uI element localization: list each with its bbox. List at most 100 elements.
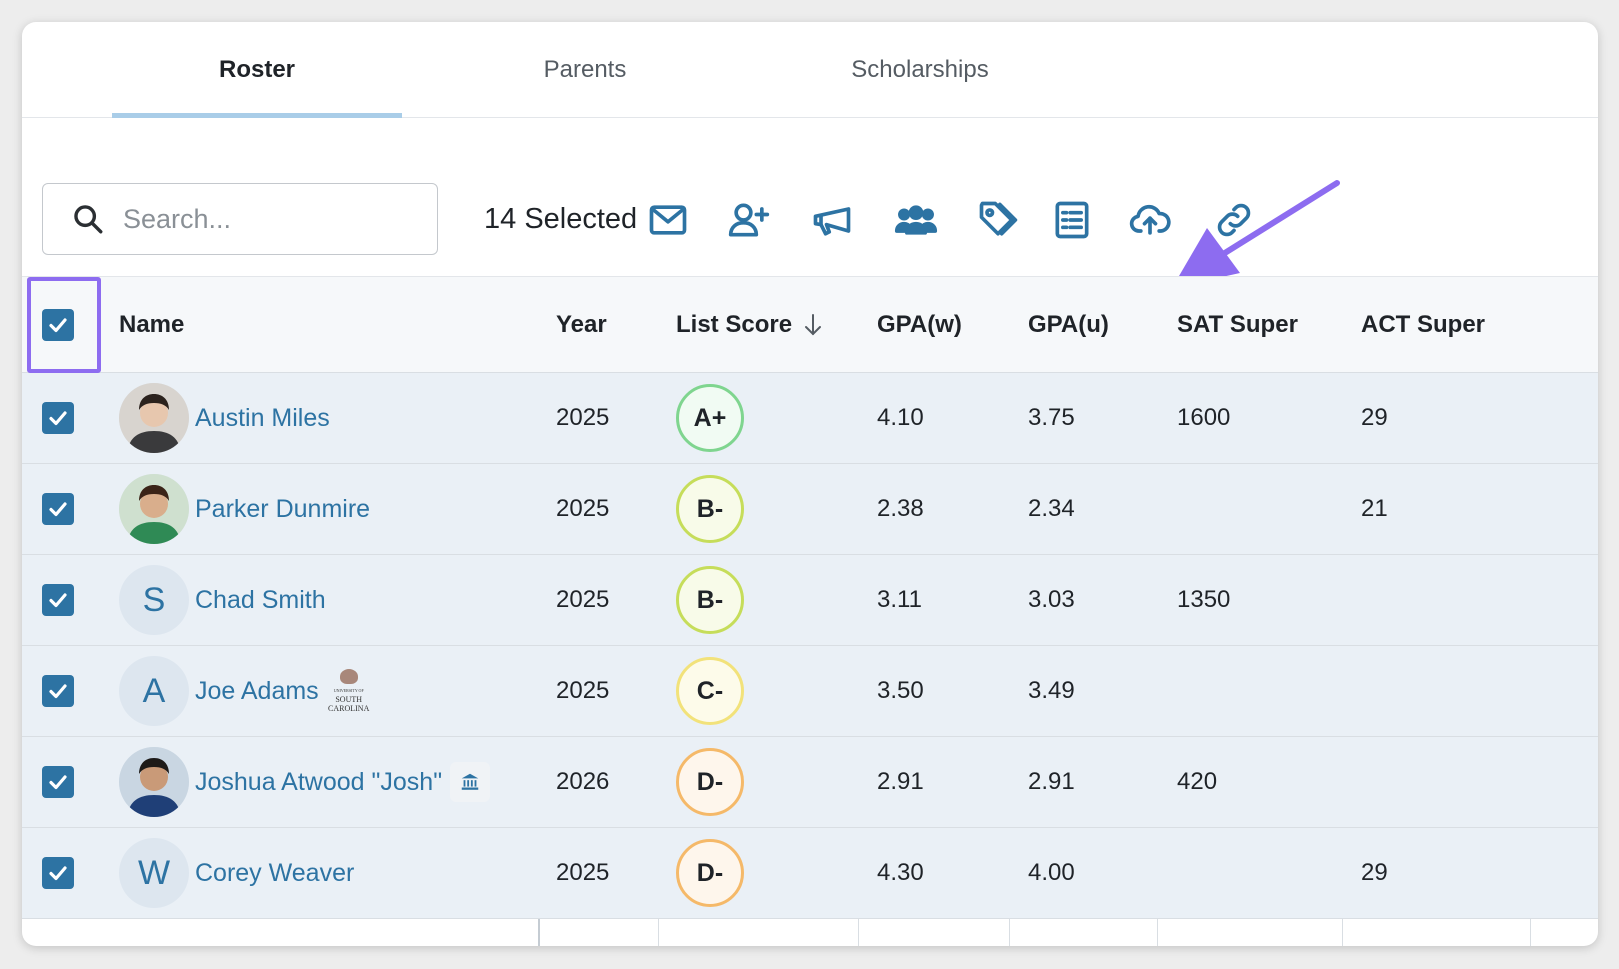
student-name-link[interactable]: Chad Smith <box>195 585 326 614</box>
table-row[interactable]: Parker Dunmire 2025 B- 2.38 2.34 21 <box>22 464 1598 555</box>
column-header-list-score[interactable]: List Score <box>676 277 824 372</box>
column-header-year[interactable]: Year <box>556 310 607 338</box>
student-name-cell: W Corey Weaver <box>119 828 354 918</box>
select-all-cell <box>42 277 74 372</box>
gpa-unweighted-cell: 4.00 <box>1028 859 1075 886</box>
row-checkbox-cell <box>42 737 74 827</box>
year-cell: 2026 <box>556 768 610 795</box>
gpa-weighted-cell: 3.11 <box>877 586 922 613</box>
tab-roster[interactable]: Roster <box>112 22 402 118</box>
add-user-icon[interactable] <box>725 196 773 244</box>
column-header-name[interactable]: Name <box>119 310 185 338</box>
link-icon[interactable] <box>1210 196 1258 244</box>
student-name-link[interactable]: Joshua Atwood "Josh" <box>195 767 443 796</box>
list-score-badge: D- <box>676 748 744 816</box>
student-name-cell: Parker Dunmire <box>119 464 370 554</box>
year-cell: 2025 <box>556 677 610 704</box>
sat-super-cell: 1350 <box>1177 586 1231 613</box>
year-cell: 2025 <box>556 495 610 522</box>
column-header-act-super[interactable]: ACT Super <box>1361 310 1486 338</box>
avatar <box>119 383 189 453</box>
table-row[interactable]: S Chad Smith 2025 B- 3.11 3.03 1350 <box>22 555 1598 646</box>
gpa-unweighted-cell: 2.91 <box>1028 768 1075 795</box>
list-score-badge: A+ <box>676 384 744 452</box>
row-checkbox-cell <box>42 373 74 463</box>
cloud-upload-icon[interactable] <box>1126 196 1174 244</box>
student-name-link[interactable]: Corey Weaver <box>195 858 355 887</box>
search-icon <box>74 205 103 234</box>
act-super-cell: 29 <box>1361 859 1388 886</box>
student-name-cell: A Joe Adams UNIVERSITY OF SOUTH CAROLINA <box>119 646 369 736</box>
tab-scholarships[interactable]: Scholarships <box>775 22 1065 118</box>
column-header-gpa-w[interactable]: GPA(w) <box>877 310 962 338</box>
gpa-unweighted-cell: 3.03 <box>1028 586 1075 613</box>
list-score-cell: C- <box>676 646 744 736</box>
avatar: S <box>119 565 189 635</box>
column-header-gpa-u[interactable]: GPA(u) <box>1028 310 1109 338</box>
table-row[interactable]: Austin Miles 2025 A+ 4.10 3.75 1600 29 <box>22 373 1598 464</box>
sat-super-cell: 420 <box>1177 768 1218 795</box>
list-score-badge: B- <box>676 475 744 543</box>
table-row[interactable]: Joshua Atwood "Josh" 2026 D- 2.91 2.91 4… <box>22 737 1598 828</box>
avatar <box>119 474 189 544</box>
search-box[interactable] <box>42 183 438 255</box>
gpa-weighted-cell: 4.30 <box>877 859 924 886</box>
column-header-sat-super[interactable]: SAT Super <box>1177 310 1298 338</box>
tab-bar: Roster Parents Scholarships <box>22 22 1598 118</box>
table-header-row: Name Year List Score GPA(w) GPA(u) SAT S… <box>22 276 1598 373</box>
gpa-unweighted-cell: 2.34 <box>1028 495 1075 522</box>
list-score-badge: D- <box>676 839 744 907</box>
avatar: W <box>119 838 189 908</box>
gpa-weighted-cell: 2.38 <box>877 495 924 522</box>
student-name-cell: Austin Miles <box>119 373 330 463</box>
gpa-unweighted-cell: 3.49 <box>1028 677 1075 704</box>
tab-label: Parents <box>543 56 627 83</box>
list-score-cell: B- <box>676 464 744 554</box>
mail-icon[interactable] <box>644 196 692 244</box>
list-score-cell: B- <box>676 555 744 645</box>
student-name-link[interactable]: Joe Adams <box>195 676 319 705</box>
row-checkbox[interactable] <box>42 402 74 434</box>
list-score-cell: A+ <box>676 373 744 463</box>
university-seal-icon <box>339 669 358 684</box>
student-name-cell: S Chad Smith <box>119 555 326 645</box>
avatar <box>119 747 189 817</box>
row-checkbox[interactable] <box>42 584 74 616</box>
university-logo-text: SOUTH <box>335 695 363 704</box>
select-all-checkbox[interactable] <box>42 308 74 341</box>
tab-parents[interactable]: Parents <box>440 22 730 118</box>
student-name-link[interactable]: Austin Miles <box>195 403 330 432</box>
row-checkbox-cell <box>42 555 74 645</box>
year-cell: 2025 <box>556 586 610 613</box>
student-name-cell: Joshua Atwood "Josh" <box>119 737 491 827</box>
student-name-link[interactable]: Parker Dunmire <box>195 494 371 523</box>
university-logo-text: CAROLINA <box>328 704 370 713</box>
year-cell: 2025 <box>556 859 610 886</box>
tab-label: Roster <box>218 56 296 83</box>
act-super-cell: 29 <box>1361 404 1388 431</box>
row-checkbox[interactable] <box>42 675 74 707</box>
checklist-icon[interactable] <box>1048 196 1096 244</box>
year-cell: 2025 <box>556 404 610 431</box>
gpa-unweighted-cell: 3.75 <box>1028 404 1075 431</box>
list-score-badge: C- <box>676 657 744 725</box>
megaphone-icon[interactable] <box>808 196 856 244</box>
column-header-label: List Score <box>676 310 793 338</box>
list-score-badge: B- <box>676 566 744 634</box>
selected-count: 14 Selected <box>484 203 638 235</box>
row-checkbox[interactable] <box>42 857 74 889</box>
row-checkbox[interactable] <box>42 766 74 798</box>
search-input[interactable] <box>123 203 423 235</box>
list-score-cell: D- <box>676 737 744 827</box>
university-logo-text: UNIVERSITY OF <box>333 688 364 693</box>
gpa-weighted-cell: 3.50 <box>877 677 924 704</box>
institution-icon[interactable] <box>450 762 491 802</box>
table-row[interactable]: W Corey Weaver 2025 D- 4.30 4.00 29 <box>22 828 1598 919</box>
table-row[interactable]: A Joe Adams UNIVERSITY OF SOUTH CAROLINA 2… <box>22 646 1598 737</box>
row-checkbox[interactable] <box>42 493 74 525</box>
roster-panel: Roster Parents Scholarships 14 Selected <box>22 22 1598 946</box>
tag-icon[interactable] <box>974 196 1022 244</box>
group-icon[interactable] <box>892 196 940 244</box>
avatar: A <box>119 656 189 726</box>
act-super-cell: 21 <box>1361 495 1388 522</box>
